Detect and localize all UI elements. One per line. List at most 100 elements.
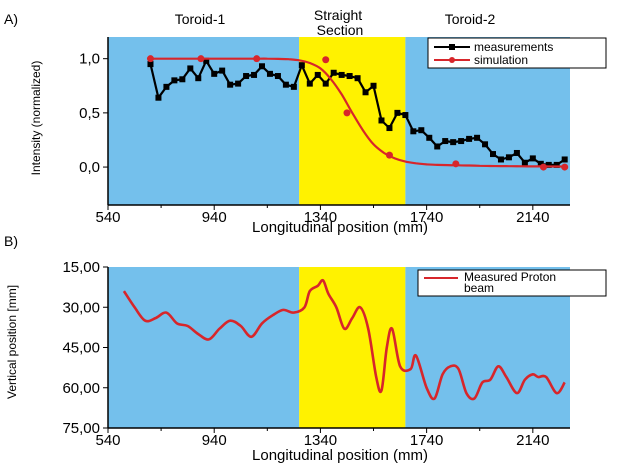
panel-a-region-straight-section xyxy=(299,37,406,205)
panel-b-y-tick-label: 75,00 xyxy=(62,420,100,437)
panel-a-measurements-point xyxy=(513,149,520,156)
region-label-straight-section: Straight Section xyxy=(314,7,366,38)
panel-b-y-tick-label: 60,00 xyxy=(62,380,100,397)
panel-a-measurements-point xyxy=(195,75,202,82)
panel-b-y-tick-label: 45,00 xyxy=(62,340,100,357)
panel-a-measurements-point xyxy=(521,159,528,166)
panel-a-simulation-point xyxy=(343,109,351,117)
panel-a-measurements-point xyxy=(163,83,170,90)
panel-b-x-axis-title: Longitudinal position (mm) xyxy=(252,447,428,464)
panel-a-measurements-point xyxy=(394,109,401,116)
panel-a-measurements-point xyxy=(545,161,552,168)
panel-a-simulation-point xyxy=(253,55,261,63)
panel-a: A) Toroid-1 Straight Section Toroid-2 54… xyxy=(4,7,607,236)
panel-a-measurements-point xyxy=(410,128,417,135)
panel-a-measurements-point xyxy=(259,63,265,70)
panel-a-measurements-point xyxy=(298,62,305,69)
panel-a-axes: 540 940 1340 1740 2140 0,0 0,5 1,0 xyxy=(79,37,570,226)
legend-simulation-marker xyxy=(449,57,455,63)
panel-a-measurements-point xyxy=(306,80,313,87)
panel-a-measurements-point xyxy=(402,112,409,119)
panel-b-x-tick-label: 540 xyxy=(95,432,120,449)
legend-proton-label-line2: beam xyxy=(464,281,494,295)
panel-a-measurements-point xyxy=(346,73,353,80)
panel-a-measurements-point xyxy=(490,151,496,158)
panel-a-measurements-point xyxy=(553,161,560,168)
panel-b-y-tick-label: 15,00 xyxy=(62,259,100,276)
panel-a-simulation-point xyxy=(322,56,330,64)
panel-a-measurements-point xyxy=(474,134,481,141)
panel-a-measurements-point xyxy=(426,134,433,141)
panel-a-legend: measurements simulation xyxy=(427,37,607,69)
panel-a-measurements-point xyxy=(362,89,369,96)
panel-a-measurements-point xyxy=(434,143,441,150)
panel-a-measurements-point xyxy=(482,141,489,148)
region-label-toroid-1: Toroid-1 xyxy=(175,11,226,27)
panel-a-y-tick-label: 1,0 xyxy=(79,51,100,68)
panel-a-measurements-point xyxy=(442,138,449,145)
panel-a-simulation-point xyxy=(146,55,154,63)
legend-measurements-marker xyxy=(449,44,455,50)
panel-a-x-tick-label: 1340 xyxy=(304,209,337,226)
panel-a-y-tick-label: 0,0 xyxy=(79,159,100,176)
panel-a-measurements-point xyxy=(537,160,544,167)
panel-a-measurements-point xyxy=(354,75,361,82)
panel-a-simulation-point xyxy=(539,163,547,171)
panel-a-measurements-point xyxy=(418,127,425,134)
legend-proton-label-line1: Measured Proton xyxy=(464,270,556,284)
panel-a-x-tick-label: 940 xyxy=(202,209,227,226)
panel-a-y-tick-label: 0,5 xyxy=(79,105,100,122)
panel-a-measurements-point xyxy=(243,73,250,80)
panel-a-measurements-point xyxy=(378,117,385,124)
panel-a-y-axis-title: Intensity (normalized) xyxy=(29,61,43,176)
panel-a-measurements-point xyxy=(203,57,210,64)
panel-b-axes: 540 940 1340 1740 2140 15,00 30,00 45,00 60,00 75… xyxy=(62,259,570,449)
legend-simulation-label: simulation xyxy=(474,53,528,67)
panel-a-measurements-point xyxy=(227,81,234,88)
panel-a-measurements-point xyxy=(529,155,536,162)
panel-a-measurements-point xyxy=(266,70,273,77)
panel-a-measurements-point xyxy=(187,65,194,72)
panel-a-x-tick-label: 1740 xyxy=(410,209,443,226)
panel-b-legend: Measured Proton beam xyxy=(417,269,607,297)
panel-b-x-tick-label: 940 xyxy=(202,432,227,449)
panel-a-simulation-point xyxy=(561,163,569,171)
panel-b-region-toroid-1 xyxy=(108,267,300,428)
panel-a-measurements-point xyxy=(330,69,337,76)
panel-a-measurements-point xyxy=(155,94,162,101)
panel-b: B) 540 940 1340 1740 2140 15,00 30,00 45,00 60,0… xyxy=(4,233,607,464)
legend-measurements-label: measurements xyxy=(474,40,553,54)
panel-a-measurements-point xyxy=(235,80,242,87)
panel-a-measurements-point xyxy=(450,139,457,146)
panel-a-measurements-point xyxy=(561,156,568,163)
panel-a-measurements-point xyxy=(290,83,297,90)
panel-a-measurements-point xyxy=(370,82,377,89)
panel-a-measurements-point xyxy=(251,71,258,78)
panel-a-measurements-point xyxy=(505,154,512,161)
region-label-toroid-2: Toroid-2 xyxy=(445,11,496,27)
panel-a-measurements-point xyxy=(211,70,218,77)
panel-a-measurements-point xyxy=(219,67,226,74)
panel-a-measurements-point xyxy=(274,73,281,80)
panel-a-measurements-point xyxy=(338,71,345,78)
panel-a-measurements-point xyxy=(179,76,186,83)
panel-a-measurements-point xyxy=(314,71,321,78)
panel-b-label: B) xyxy=(4,233,18,249)
panel-a-measurements-point xyxy=(497,156,504,163)
panel-a-x-tick-label: 540 xyxy=(95,209,120,226)
panel-a-series-simulation-line xyxy=(150,57,565,168)
panel-a-legend-box xyxy=(427,37,607,69)
panel-a-measurements-point xyxy=(282,81,289,88)
panel-b-x-tick-label: 1340 xyxy=(304,432,337,449)
panel-a-measurements-point xyxy=(458,138,465,145)
panel-a-measurements-point xyxy=(466,135,473,142)
panel-a-measurements-point xyxy=(147,61,154,68)
panel-a-simulation-point xyxy=(197,55,205,63)
panel-b-x-tick-label: 1740 xyxy=(410,432,443,449)
panel-a-simulation-point xyxy=(385,151,393,159)
panel-b-region-straight-section xyxy=(299,267,406,428)
panel-b-series-measured-proton-beam-line xyxy=(122,278,566,401)
panel-b-series xyxy=(122,278,566,401)
panel-a-simulation-point xyxy=(452,160,460,168)
